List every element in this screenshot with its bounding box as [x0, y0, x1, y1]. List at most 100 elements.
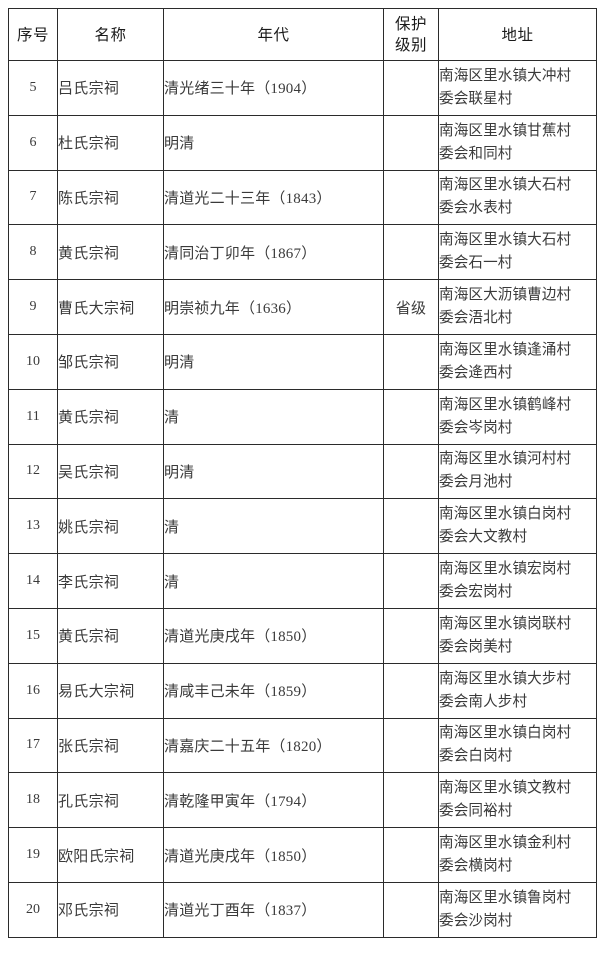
column-header-no: 序号 — [8, 8, 58, 61]
cell-era: 清道光二十三年（1843） — [163, 169, 384, 226]
table-row: 16 易氏大宗祠 清咸丰己未年（1859） 南海区里水镇大步村 委会南人步村 — [8, 662, 597, 719]
address-line: 南海区里水镇逢涌村 — [439, 341, 572, 358]
cell-address: 南海区里水镇鲁岗村 委会沙岗村 — [438, 881, 597, 938]
table-row: 13 姚氏宗祠清南海区里水镇白岗村 委会大文教村 — [8, 498, 597, 555]
address-line: 委会石一村 — [439, 255, 513, 272]
cell-address: 南海区里水镇河村村 委会月池村 — [438, 443, 597, 500]
table-row: 14 李氏宗祠清南海区里水镇宏岗村 委会宏岗村 — [8, 553, 597, 609]
column-header-era-label: 年代 — [257, 25, 290, 44]
cell-era: 清咸丰己未年（1859） — [163, 662, 384, 719]
cell-era: 明崇祯九年（1636） — [163, 279, 384, 335]
cell-serial-number: 16 — [8, 662, 58, 719]
table-row: 11 黄氏宗祠清南海区里水镇鹤峰村 委会岑岗村 — [8, 388, 597, 445]
cell-era: 清乾隆甲寅年（1794） — [163, 772, 384, 829]
table-row: 6 杜氏宗祠 明清 南海区里水镇甘蕉村 委会和同村 — [8, 114, 597, 171]
cell-serial-number: 12 — [8, 443, 58, 500]
cell-address: 南海区里水镇文教村 委会同裕村 — [438, 772, 597, 829]
cell-protection-level: 省级 — [383, 279, 439, 335]
cell-serial-number: 11 — [8, 388, 58, 445]
table-row: 17 张氏宗祠 清嘉庆二十五年（1820） 南海区里水镇白岗村 委会白岗村 — [8, 717, 597, 774]
address-line: 委会同裕村 — [439, 803, 513, 820]
cell-protection-level — [383, 443, 439, 500]
cell-hall-name: 黄氏宗祠 — [57, 388, 164, 445]
table-row: 18 孔氏宗祠 清乾隆甲寅年（1794） 南海区里水镇文教村 委会同裕村 — [8, 772, 597, 829]
cell-hall-name: 邹氏宗祠 — [57, 333, 164, 390]
cell-era: 清光绪三十年（1904） — [163, 60, 384, 116]
address-line: 南海区里水镇大石村 — [439, 177, 572, 194]
cell-hall-name: 杜氏宗祠 — [57, 114, 164, 171]
cell-era: 清 — [163, 388, 384, 445]
address-line: 南海区里水镇白岗村 — [439, 506, 572, 523]
cell-era: 清道光丁酉年（1837） — [163, 881, 384, 938]
cell-address: 南海区里水镇宏岗村 委会宏岗村 — [438, 553, 597, 609]
cell-hall-name: 张氏宗祠 — [57, 717, 164, 774]
cell-address: 南海区里水镇甘蕉村 委会和同村 — [438, 114, 597, 171]
cell-era: 清 — [163, 553, 384, 609]
cell-serial-number: 9 — [8, 279, 58, 335]
cell-era: 明清 — [163, 333, 384, 390]
address-line: 南海区里水镇宏岗村 — [439, 561, 572, 578]
address-line: 南海区里水镇大步村 — [439, 670, 572, 687]
address-line: 委会岗美村 — [439, 638, 513, 655]
cell-address: 南海区里水镇逢涌村 委会逄西村 — [438, 333, 597, 390]
cell-address: 南海区里水镇大冲村 委会联星村 — [438, 60, 597, 116]
cell-address: 南海区里水镇大步村 委会南人步村 — [438, 662, 597, 719]
address-line: 委会大文教村 — [439, 529, 528, 546]
cell-address: 南海区里水镇大石村 委会水表村 — [438, 169, 597, 226]
address-line: 南海区里水镇甘蕉村 — [439, 122, 572, 139]
address-line: 委会横岗村 — [439, 858, 513, 875]
cell-hall-name: 孔氏宗祠 — [57, 772, 164, 829]
table-row: 8 黄氏宗祠 清同治丁卯年（1867） 南海区里水镇大石村 委会石一村 — [8, 224, 597, 281]
cell-hall-name: 李氏宗祠 — [57, 553, 164, 609]
cell-protection-level — [383, 224, 439, 281]
cell-era: 清道光庚戌年（1850） — [163, 827, 384, 883]
table-row: 7 陈氏宗祠 清道光二十三年（1843） 南海区里水镇大石村 委会水表村 — [8, 169, 597, 226]
cell-protection-level — [383, 881, 439, 938]
address-line: 委会浯北村 — [439, 310, 513, 327]
cell-protection-level — [383, 717, 439, 774]
column-header-name: 名称 — [57, 8, 164, 61]
address-line: 南海区里水镇岗联村 — [439, 615, 572, 632]
table-row: 15 黄氏宗祠 清道光庚戌年（1850） 南海区里水镇岗联村 委会岗美村 — [8, 607, 597, 664]
column-header-protection-level-label-line2: 级别 — [394, 35, 427, 54]
table-row: 12 吴氏宗祠 明清 南海区里水镇河村村 委会月池村 — [8, 443, 597, 500]
cell-serial-number: 13 — [8, 498, 58, 555]
cell-era: 清同治丁卯年（1867） — [163, 224, 384, 281]
table-body: 5 吕氏宗祠 清光绪三十年（1904） 南海区里水镇大冲村 委会联星村 6 杜氏宗祠 明清 南海… — [8, 60, 597, 938]
cell-protection-level — [383, 772, 439, 829]
cell-hall-name: 吴氏宗祠 — [57, 443, 164, 500]
cell-serial-number: 8 — [8, 224, 58, 281]
cell-serial-number: 7 — [8, 169, 58, 226]
table-header-row: 序号 名称 年代 保护 级别 地址 — [8, 8, 597, 61]
column-header-protection-level-label-line1: 保护 — [394, 14, 427, 33]
address-line: 南海区里水镇大石村 — [439, 232, 572, 249]
address-line: 委会逄西村 — [439, 364, 513, 381]
cell-hall-name: 黄氏宗祠 — [57, 607, 164, 664]
cell-hall-name: 陈氏宗祠 — [57, 169, 164, 226]
cell-hall-name: 邓氏宗祠 — [57, 881, 164, 938]
address-line: 委会水表村 — [439, 200, 513, 217]
cell-era: 明清 — [163, 443, 384, 500]
table-header: 序号 名称 年代 保护 级别 地址 — [8, 8, 597, 61]
cell-serial-number: 18 — [8, 772, 58, 829]
cell-address: 南海区里水镇岗联村 委会岗美村 — [438, 607, 597, 664]
table-row: 9 曹氏大宗祠 明崇祯九年（1636） 省级 南海区大沥镇曹边村 委会浯北村 — [8, 279, 597, 335]
cell-serial-number: 20 — [8, 881, 58, 938]
table-row: 10 邹氏宗祠 明清 南海区里水镇逢涌村 委会逄西村 — [8, 333, 597, 390]
cell-address: 南海区里水镇白岗村 委会白岗村 — [438, 717, 597, 774]
table-row: 20 邓氏宗祠 清道光丁酉年（1837） 南海区里水镇鲁岗村 委会沙岗村 — [8, 881, 597, 938]
address-line: 南海区里水镇鲁岗村 — [439, 889, 572, 906]
cell-hall-name: 曹氏大宗祠 — [57, 279, 164, 335]
cell-address: 南海区里水镇鹤峰村 委会岑岗村 — [438, 388, 597, 445]
address-line: 南海区里水镇文教村 — [439, 780, 572, 797]
cell-protection-level — [383, 60, 439, 116]
address-line: 委会沙岗村 — [439, 912, 513, 929]
table-row: 5 吕氏宗祠 清光绪三十年（1904） 南海区里水镇大冲村 委会联星村 — [8, 60, 597, 116]
column-header-era: 年代 — [163, 8, 384, 61]
cell-era: 清嘉庆二十五年（1820） — [163, 717, 384, 774]
cell-protection-level — [383, 827, 439, 883]
cell-serial-number: 14 — [8, 553, 58, 609]
cell-hall-name: 吕氏宗祠 — [57, 60, 164, 116]
address-line: 南海区里水镇白岗村 — [439, 725, 572, 742]
cell-protection-level — [383, 114, 439, 171]
